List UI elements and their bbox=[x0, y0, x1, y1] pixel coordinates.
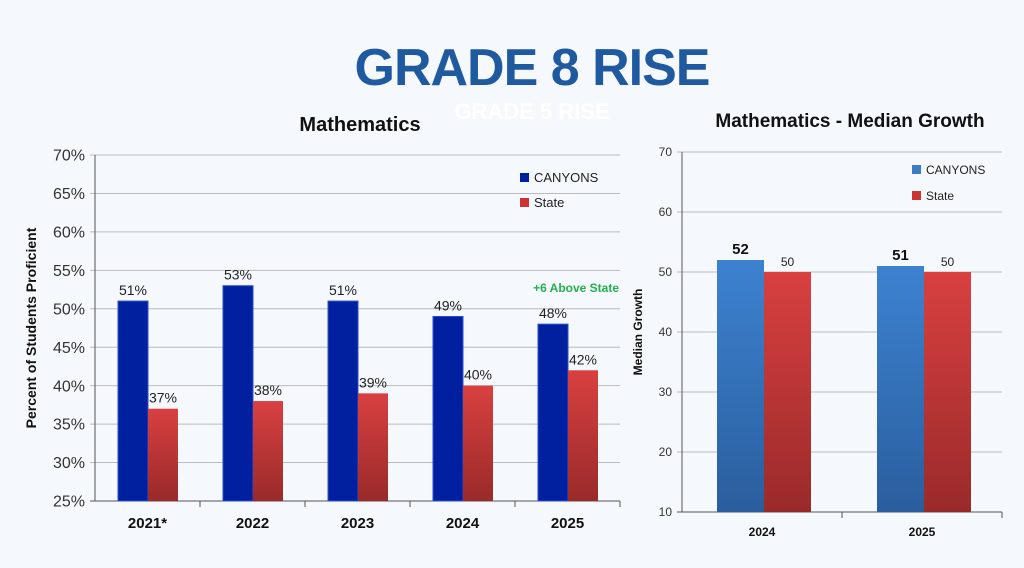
data-label: 52 bbox=[732, 241, 749, 258]
legend-swatch bbox=[520, 173, 529, 182]
y-tick-label: 50 bbox=[659, 265, 673, 279]
legend-label: CANYONS bbox=[926, 163, 985, 177]
data-label: 50 bbox=[781, 255, 795, 269]
data-label: 51% bbox=[119, 282, 147, 298]
y-tick-label: 30 bbox=[659, 385, 673, 399]
data-label: 42% bbox=[569, 351, 597, 367]
chart-title: Mathematics - Median Growth bbox=[715, 111, 984, 132]
x-tick-label: 2025 bbox=[909, 525, 936, 539]
data-label: 48% bbox=[539, 305, 567, 321]
data-label: 39% bbox=[359, 374, 387, 390]
bar-state bbox=[253, 401, 283, 501]
y-tick-label: 60% bbox=[53, 224, 85, 241]
page-title: GRADE 8 RISE bbox=[354, 39, 711, 97]
data-label: 49% bbox=[434, 297, 462, 313]
data-label: 37% bbox=[149, 390, 177, 406]
bar-canyons bbox=[327, 300, 359, 502]
y-tick-label: 45% bbox=[53, 340, 85, 357]
y-tick-label: 70 bbox=[659, 145, 673, 159]
x-tick-label: 2024 bbox=[749, 525, 776, 539]
bar-canyons bbox=[432, 315, 464, 502]
bar-state bbox=[924, 272, 971, 512]
legend-label: CANYONS bbox=[534, 170, 599, 185]
legend-swatch bbox=[520, 198, 529, 207]
data-label: 51 bbox=[892, 247, 909, 264]
x-tick-label: 2025 bbox=[551, 515, 584, 532]
bar-state bbox=[568, 370, 598, 501]
data-label: 38% bbox=[254, 382, 282, 398]
y-tick-label: 65% bbox=[53, 186, 85, 203]
data-label: 53% bbox=[224, 267, 252, 283]
x-tick-label: 2024 bbox=[446, 515, 480, 532]
y-tick-label: 20 bbox=[659, 445, 673, 459]
y-axis-label: Percent of Students Proficient bbox=[23, 227, 39, 428]
x-tick-label: 2023 bbox=[341, 515, 374, 532]
y-tick-label: 60 bbox=[659, 205, 673, 219]
bar-state bbox=[764, 272, 811, 512]
legend-swatch bbox=[912, 191, 921, 200]
bar-canyons bbox=[117, 300, 149, 502]
y-tick-label: 70% bbox=[53, 148, 85, 165]
data-label: 51% bbox=[329, 282, 357, 298]
y-tick-label: 55% bbox=[53, 263, 85, 280]
bar-state bbox=[148, 408, 178, 501]
y-axis-label: Median Growth bbox=[631, 289, 645, 376]
bar-canyons bbox=[222, 285, 254, 502]
y-tick-label: 50% bbox=[53, 301, 85, 318]
y-tick-label: 40% bbox=[53, 378, 85, 395]
y-tick-label: 25% bbox=[53, 494, 85, 511]
legend-swatch bbox=[912, 165, 921, 174]
legend-label: State bbox=[534, 195, 564, 210]
bar-canyons bbox=[537, 323, 569, 502]
annotation: +6 Above State bbox=[533, 281, 619, 295]
legend-label: State bbox=[926, 189, 954, 203]
y-tick-label: 10 bbox=[659, 505, 673, 519]
x-tick-label: 2022 bbox=[236, 515, 269, 532]
watermark-text: GRADE 5 RISE bbox=[454, 99, 610, 124]
x-tick-label: 2021* bbox=[128, 515, 167, 532]
data-label: 40% bbox=[464, 367, 492, 383]
bar-state bbox=[358, 393, 388, 501]
bar-canyons bbox=[717, 260, 764, 512]
chart-title: Mathematics bbox=[299, 114, 420, 136]
y-tick-label: 35% bbox=[53, 417, 85, 434]
bar-state bbox=[463, 385, 493, 501]
y-tick-label: 30% bbox=[53, 455, 85, 472]
data-label: 50 bbox=[941, 255, 955, 269]
bar-canyons bbox=[877, 266, 924, 512]
y-tick-label: 40 bbox=[659, 325, 673, 339]
